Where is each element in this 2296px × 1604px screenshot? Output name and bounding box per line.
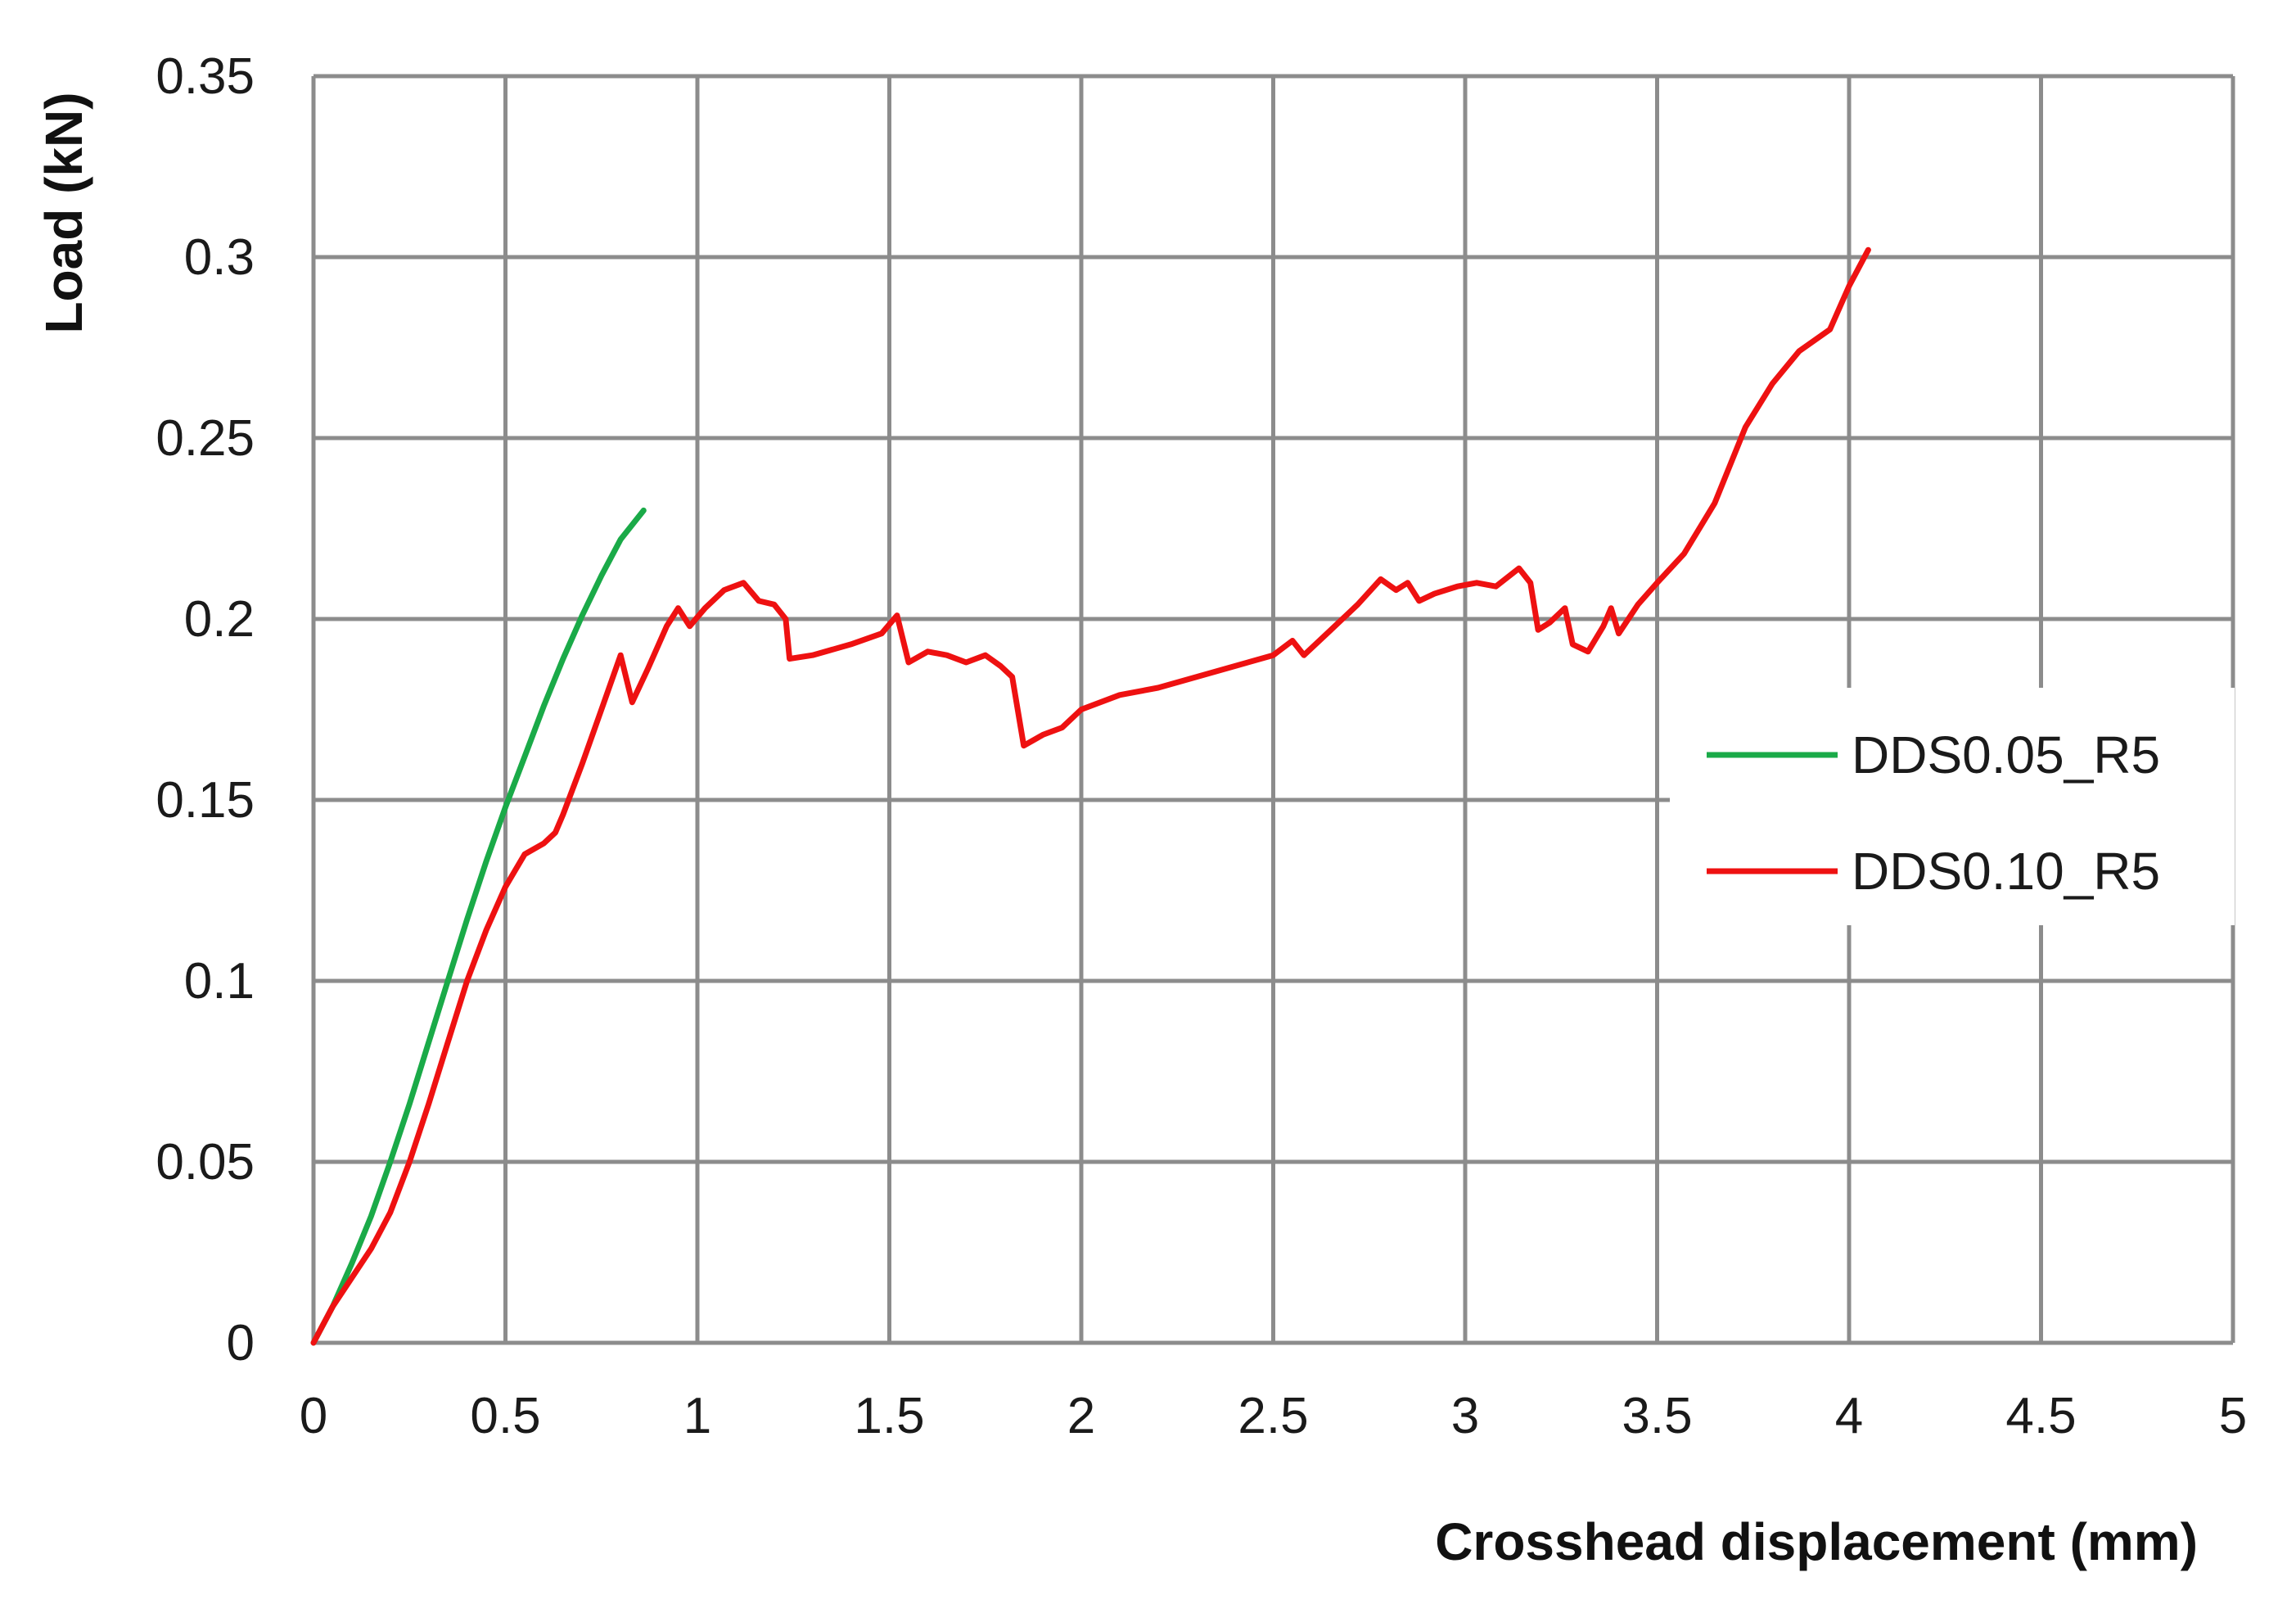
x-tick-label: 0.5 bbox=[470, 1388, 540, 1444]
y-tick-label: 0.2 bbox=[184, 591, 255, 648]
x-tick-label: 4 bbox=[1835, 1388, 1863, 1444]
x-tick-label: 2.5 bbox=[1238, 1388, 1308, 1444]
y-axis-title: Load (kN) bbox=[34, 92, 93, 333]
x-tick-label: 5 bbox=[2219, 1388, 2247, 1444]
y-tick-label: 0.15 bbox=[156, 772, 255, 829]
x-tick-label: 1.5 bbox=[854, 1388, 924, 1444]
x-axis-title: Crosshead displacement (mm) bbox=[1435, 1512, 2198, 1571]
legend-label-dds005: DDS0.05_R5 bbox=[1852, 725, 2160, 784]
y-tick-label: 0.1 bbox=[184, 953, 255, 1010]
legend-label-dds010: DDS0.10_R5 bbox=[1852, 842, 2160, 901]
legend: DDS0.05_R5 DDS0.10_R5 bbox=[1670, 688, 2235, 925]
y-tick-label: 0.05 bbox=[156, 1134, 255, 1191]
y-tick-label: 0 bbox=[227, 1315, 255, 1371]
series-line-1 bbox=[310, 246, 1871, 1346]
x-tick-label: 3 bbox=[1451, 1388, 1479, 1444]
x-tick-label: 1 bbox=[683, 1388, 711, 1444]
legend-background bbox=[1670, 688, 2235, 925]
plot-series bbox=[310, 246, 1871, 1346]
x-tick-label: 3.5 bbox=[1622, 1388, 1692, 1444]
x-tick-label: 2 bbox=[1067, 1388, 1095, 1444]
y-tick-label: 0.35 bbox=[156, 48, 255, 105]
grid bbox=[311, 74, 2235, 1345]
series-line-0 bbox=[310, 507, 647, 1346]
y-tick-label: 0.3 bbox=[184, 229, 255, 286]
y-tick-label: 0.25 bbox=[156, 410, 255, 467]
x-tick-label: 4.5 bbox=[2005, 1388, 2076, 1444]
tick-labels: 0 0.5 1 1.5 2 2.5 3 3.5 4 4.5 5 0 0.05 0.1 0.15 0.2 0.25… bbox=[156, 48, 2247, 1444]
x-tick-label: 0 bbox=[300, 1388, 327, 1444]
